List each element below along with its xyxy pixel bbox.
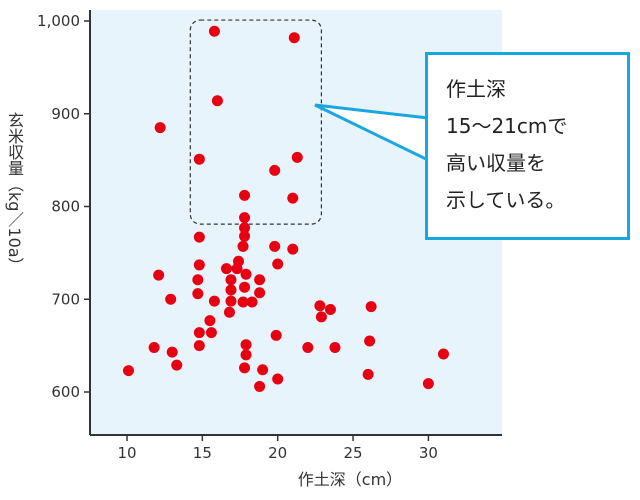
- data-point: [254, 274, 266, 286]
- annotation-callout: 作土深 15〜21cmで 高い収量を 示している。: [425, 52, 630, 240]
- data-point: [287, 192, 299, 204]
- data-point: [148, 341, 160, 353]
- data-point: [239, 230, 251, 242]
- data-point: [239, 189, 251, 201]
- data-point: [270, 329, 282, 341]
- x-tick-label: 25: [344, 444, 363, 462]
- data-point: [123, 365, 135, 377]
- data-point: [223, 306, 235, 318]
- data-point: [193, 340, 205, 352]
- data-point: [205, 327, 217, 339]
- data-point: [302, 341, 314, 353]
- data-point: [193, 327, 205, 339]
- y-tick-label: 700: [51, 290, 80, 308]
- data-point: [239, 362, 251, 374]
- data-point: [254, 287, 266, 299]
- data-point: [239, 281, 251, 293]
- y-tick-label: 600: [51, 383, 80, 401]
- data-point: [193, 153, 205, 165]
- data-point: [220, 263, 232, 275]
- data-point: [365, 301, 377, 313]
- data-point: [165, 293, 177, 305]
- data-point: [329, 341, 341, 353]
- data-point: [257, 364, 269, 376]
- data-point: [315, 311, 327, 323]
- data-point: [192, 274, 204, 286]
- data-point: [287, 243, 299, 255]
- data-point: [240, 268, 252, 280]
- data-point: [208, 295, 220, 307]
- x-axis-label: 作土深（cm）: [297, 470, 403, 489]
- data-point: [272, 258, 284, 270]
- data-point: [225, 284, 237, 296]
- data-point: [269, 240, 281, 252]
- data-point: [211, 95, 223, 107]
- y-tick-label: 800: [51, 198, 80, 216]
- data-point: [171, 359, 183, 371]
- data-point: [239, 212, 251, 224]
- y-tick-label: 1,000: [37, 12, 80, 30]
- data-point: [225, 295, 237, 307]
- x-tick-label: 30: [419, 444, 438, 462]
- x-tick-label: 15: [193, 444, 212, 462]
- data-point: [314, 300, 326, 312]
- data-point: [237, 240, 249, 252]
- data-point: [193, 259, 205, 271]
- data-point: [154, 122, 166, 134]
- data-point: [288, 32, 300, 44]
- data-point: [246, 296, 258, 308]
- y-tick-label: 900: [51, 105, 80, 123]
- data-point: [153, 269, 165, 281]
- data-point: [422, 378, 434, 390]
- x-tick-label: 20: [268, 444, 287, 462]
- data-point: [269, 164, 281, 176]
- x-tick-label: 10: [117, 444, 136, 462]
- data-point: [272, 373, 284, 385]
- data-point: [166, 346, 178, 358]
- data-point: [204, 315, 216, 327]
- data-point: [291, 151, 303, 163]
- data-point: [254, 380, 266, 392]
- data-point: [240, 349, 252, 361]
- data-point: [240, 339, 252, 351]
- data-point: [237, 296, 249, 308]
- data-point: [231, 263, 243, 275]
- data-point: [364, 335, 376, 347]
- data-point: [437, 348, 449, 360]
- data-point: [362, 368, 374, 380]
- y-axis-label: 玄米収量（kg／10a）: [5, 112, 24, 274]
- data-point: [324, 303, 336, 315]
- data-point: [192, 288, 204, 300]
- data-point: [208, 25, 220, 37]
- data-point: [193, 231, 205, 243]
- data-point: [225, 274, 237, 286]
- data-point: [239, 222, 251, 234]
- highlight-region: [189, 19, 323, 225]
